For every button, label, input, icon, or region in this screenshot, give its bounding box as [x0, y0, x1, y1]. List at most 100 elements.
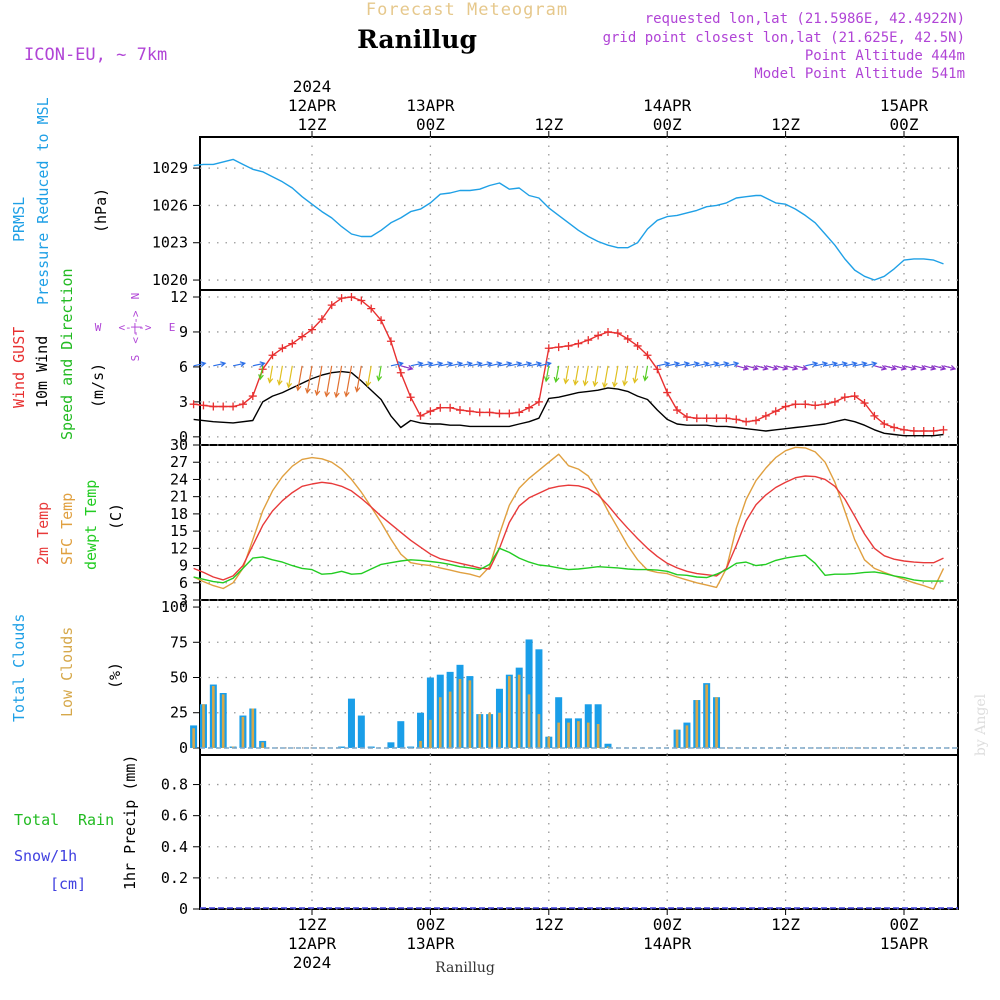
footer-location: Ranillug [435, 960, 495, 976]
time-label-top: 12Z [298, 115, 327, 134]
data-lines [193, 158, 945, 590]
y-tick-label-wind: 6 [179, 358, 188, 376]
wind-unit: (m/s) [89, 363, 107, 408]
y-tick-label-temperature: 6 [179, 574, 188, 592]
requested-coords: requested lon,lat (21.5986E, 42.4922N) [645, 11, 965, 27]
y-tick-label-clouds: 0 [179, 739, 188, 757]
wind-arrow-icon [775, 364, 789, 371]
wind-arrow-icon [592, 365, 599, 388]
wind-arrow-icon [232, 361, 247, 367]
gust-marker [544, 344, 553, 353]
low-cloud-bar [221, 694, 225, 748]
cloud-bars [190, 639, 958, 909]
gust-marker [752, 416, 760, 425]
y-tick-label-pressure: 1023 [152, 234, 188, 252]
y-tick-label-temperature: 30 [170, 436, 188, 454]
wind-arrow-icon [572, 365, 579, 386]
compass-north: N [129, 293, 142, 300]
gust-marker [663, 388, 672, 397]
y-tick-label-clouds: 100 [161, 598, 188, 616]
y-tick-label-clouds: 50 [170, 669, 188, 687]
low-cloud-bar [517, 674, 521, 748]
pressure-label-prmsl: PRMSL [10, 197, 28, 242]
gust-marker [317, 315, 326, 324]
time-label-top: 12Z [771, 115, 800, 134]
wind-arrow-icon [795, 364, 809, 371]
total-cloud-bar [338, 746, 346, 748]
low-cloud-bar [675, 729, 679, 748]
gust-marker [278, 344, 287, 353]
gust-marker [702, 414, 711, 423]
series-line-prmsl [193, 158, 944, 281]
wind-arrow-icon [933, 364, 947, 371]
total-cloud-bar [525, 639, 533, 748]
gust-markers [189, 292, 948, 436]
wind-arrow-icon [805, 361, 819, 367]
wind-arrow-icon [479, 361, 493, 367]
low-cloud-bar [586, 722, 590, 748]
compass-south: S [129, 355, 142, 362]
y-tick-label-wind: 9 [179, 323, 188, 341]
gust-marker [613, 329, 622, 338]
wind-10m-label: 10m Wind [33, 336, 51, 408]
wind-arrow-icon [844, 361, 858, 367]
precip-total-label: Total [14, 811, 59, 829]
time-label-top: 00Z [416, 115, 445, 134]
wind-arrow-icon [736, 364, 750, 371]
y-tick-labels: 1020102310261029036912369121518212427300… [152, 159, 200, 918]
time-label-top: 00Z [890, 115, 919, 134]
gust-marker [485, 408, 494, 417]
wind-arrow-icon [538, 361, 552, 367]
gust-marker [554, 343, 563, 352]
y-tick-label-temperature: 3 [179, 591, 188, 609]
total-cloud-bar [347, 698, 355, 748]
y-tick-label-precip: 0.2 [161, 869, 188, 887]
gust-marker [870, 411, 879, 420]
wind-arrow-icon [642, 365, 649, 382]
gust-marker [692, 414, 701, 423]
wind-arrow-icon [686, 361, 700, 367]
y-tick-label-temperature: 24 [170, 470, 188, 488]
wind-arrow-icon [258, 365, 264, 381]
gust-marker [860, 399, 869, 408]
low-cloud-bar [537, 714, 541, 748]
wind-arrow-icon [667, 361, 681, 367]
wind-arrow-icon [459, 361, 473, 367]
wind-arrow-icon [884, 364, 898, 371]
gust-marker [446, 403, 455, 412]
time-label-bottom: 00Z [653, 915, 682, 934]
wind-arrow-icon [632, 365, 639, 384]
wind-arrow-icon [489, 361, 503, 367]
watermark: by Angel [973, 693, 989, 756]
gust-marker [722, 414, 731, 423]
gust-marker [929, 427, 938, 436]
low-cloud-bar [458, 678, 462, 748]
product-title: Forecast Meteogram [366, 0, 568, 20]
gust-marker [564, 341, 573, 350]
panel-frames [199, 136, 959, 910]
gust-marker [880, 420, 889, 429]
total-cloud-bar [426, 677, 434, 748]
wind-arrow-icon [324, 365, 333, 398]
wind-arrow-icon [706, 361, 720, 367]
y-tick-label-wind: 3 [179, 393, 188, 411]
wind-arrow-icon [449, 361, 464, 367]
gust-marker [682, 413, 691, 422]
wind-arrow-icon [509, 361, 523, 367]
wind-arrow-icon [305, 365, 313, 395]
gust-marker [534, 397, 543, 406]
y-tick-label-pressure: 1020 [152, 271, 188, 289]
pressure-label-desc: Pressure Reduced to MSL [34, 97, 52, 305]
y-tick-label-precip: 0.8 [161, 776, 188, 794]
gust-marker [298, 332, 307, 341]
wind-arrow-icon [553, 365, 560, 384]
y-tick-label-pressure: 1029 [152, 159, 188, 177]
precip-snow-label: Snow/1h [14, 847, 77, 865]
compass-vertical: <-|-> [129, 310, 142, 343]
low-cloud-bar [527, 694, 531, 748]
gust-marker [900, 425, 908, 434]
wind-arrow-icon [252, 361, 266, 367]
gust-marker [189, 400, 198, 409]
grid-lines [200, 137, 958, 910]
total-cloud-bar [397, 721, 405, 748]
